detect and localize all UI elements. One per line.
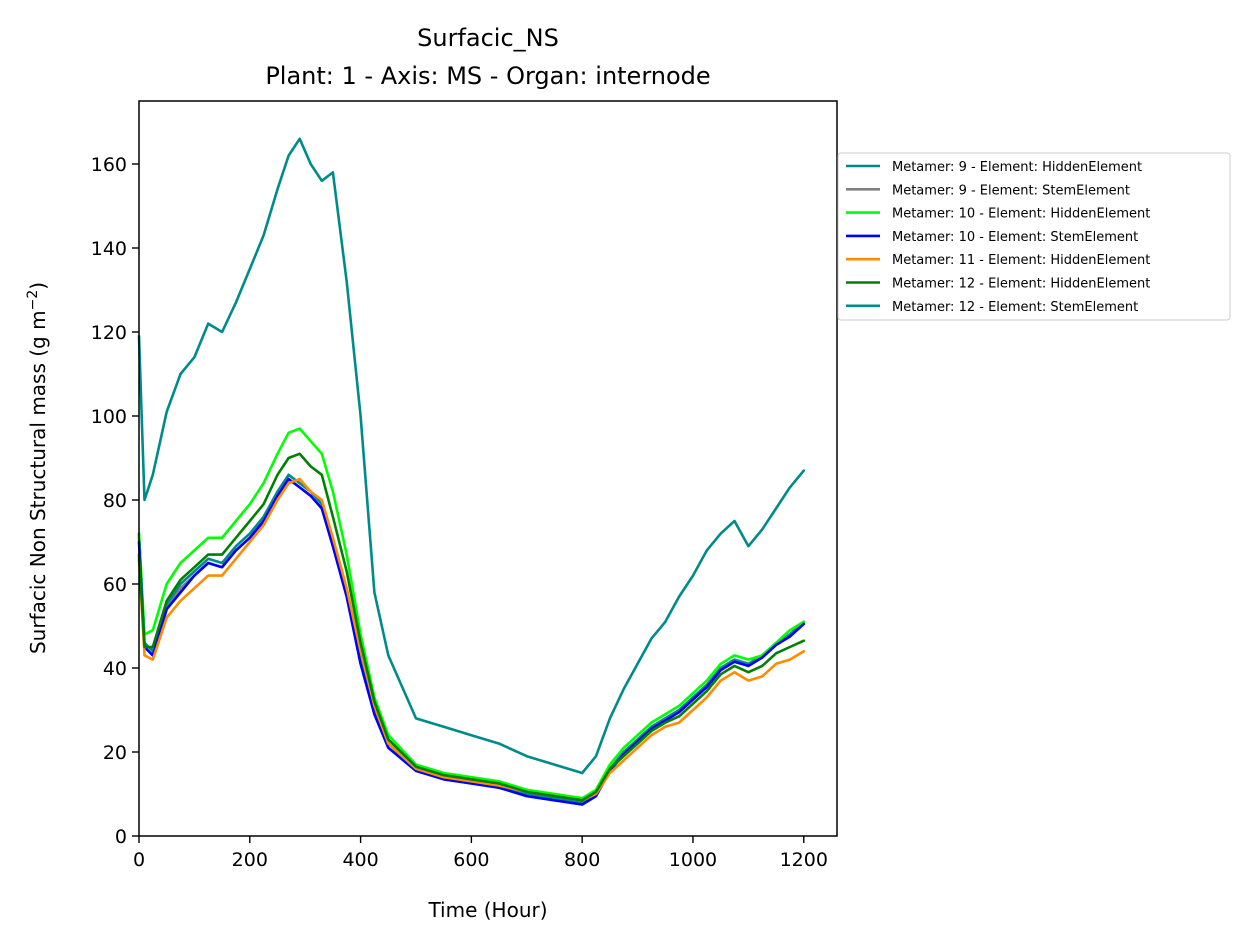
x-tick-label: 800	[564, 849, 600, 871]
legend: Metamer: 9 - Element: HiddenElement Metam…	[837, 152, 1231, 321]
legend-label-4: Metamer: 10 - Element: StemElement	[892, 230, 1138, 245]
x-tick-label: 400	[342, 849, 378, 871]
y-tick-label: 40	[103, 658, 127, 680]
y-tick-label: 20	[103, 742, 127, 764]
legend-items: Metamer: 9 - Element: HiddenElement Metam…	[846, 160, 1150, 315]
legend-frame	[837, 152, 1231, 321]
y-axis: 0 20 40 60 80 100 120 140 160	[91, 154, 139, 848]
y-axis-label: Surfacic Non Structural mass (g m−2)	[25, 282, 50, 654]
legend-label-5: Metamer: 11 - Element: HiddenElement	[892, 253, 1150, 268]
plot-frame	[138, 100, 838, 837]
legend-label-2: Metamer: 9 - Element: StemElement	[892, 183, 1130, 198]
y-tick-label: 0	[115, 826, 127, 848]
series-line-5	[137, 477, 806, 802]
x-tick-label: 600	[453, 849, 489, 871]
legend-label-3: Metamer: 10 - Element: HiddenElement	[892, 207, 1150, 222]
y-axis-label-superscript: −2	[25, 290, 41, 311]
y-tick-label: 140	[91, 238, 127, 260]
series-line-4	[137, 477, 806, 806]
series-line-3	[137, 427, 806, 800]
legend-label-7: Metamer: 12 - Element: StemElement	[892, 300, 1138, 315]
x-axis: 0 200 400 600 800 1000 1200	[133, 836, 828, 871]
series-line-7	[137, 137, 806, 775]
y-tick-label: 120	[91, 322, 127, 344]
x-tick-label: 0	[133, 849, 145, 871]
series-line-6	[137, 452, 806, 802]
x-tick-label: 1000	[669, 849, 717, 871]
y-axis-label-main: Surfacic Non Structural mass (g m	[26, 310, 50, 654]
y-tick-label: 60	[103, 574, 127, 596]
x-tick-label: 1200	[780, 849, 828, 871]
y-axis-label-tail: )	[26, 282, 50, 290]
x-tick-label: 200	[232, 849, 268, 871]
y-tick-label: 100	[91, 406, 127, 428]
x-axis-label: Time (Hour)	[427, 898, 547, 922]
legend-label-6: Metamer: 12 - Element: HiddenElement	[892, 277, 1150, 292]
chart-subtitle: Plant: 1 - Axis: MS - Organ: internode	[265, 62, 710, 90]
y-tick-label: 80	[103, 490, 127, 512]
chart-title: Surfacic_NS	[417, 24, 559, 52]
series-layer	[137, 137, 806, 806]
legend-label-1: Metamer: 9 - Element: HiddenElement	[892, 160, 1142, 175]
y-tick-label: 160	[91, 154, 127, 176]
